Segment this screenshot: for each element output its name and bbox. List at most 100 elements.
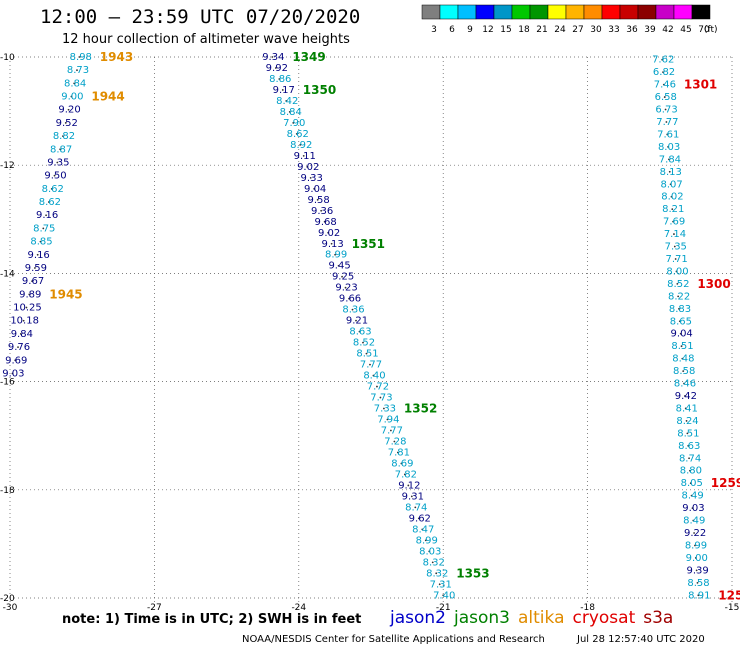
wave-height-value: 9.13 (321, 239, 343, 250)
wave-height-value: 9.35 (47, 157, 69, 168)
wave-height-value: 8.86 (269, 74, 291, 85)
wave-height-value: 9.03 (682, 503, 704, 514)
track-point (662, 71, 664, 74)
track-point (28, 293, 31, 296)
wave-height-value: 8.99 (416, 535, 438, 546)
wave-height-value: 9.66 (339, 294, 361, 305)
colorbar-label: 15 (500, 25, 511, 35)
track-point (365, 352, 368, 355)
track-point (64, 122, 67, 124)
wave-height-value: 9.84 (11, 329, 33, 340)
lon-tick-label: -30 (3, 603, 18, 613)
track-point (76, 69, 78, 72)
wave-height-value: 8.84 (64, 78, 86, 89)
track-point (56, 161, 59, 164)
satellite-legend: jason2 jason3 altika cryosat s3a (390, 608, 681, 628)
colorbar-label: 27 (572, 25, 583, 35)
track-point (438, 583, 441, 586)
wave-height-value: 7.46 (654, 80, 676, 91)
wave-height-value: 7.81 (388, 447, 410, 458)
wave-height-value: 9.17 (273, 85, 295, 96)
wave-height-value: 9.04 (671, 329, 693, 340)
lon-tick-label: -24 (291, 603, 306, 613)
track-point (369, 363, 371, 366)
pass-time-label: 1943 (100, 50, 133, 64)
track-point (323, 220, 326, 223)
colorbar-label: 33 (608, 25, 619, 35)
wave-height-value: 10.18 (10, 316, 39, 327)
track-point (410, 495, 413, 498)
wave-height-value: 8.21 (662, 204, 684, 215)
track-point (50, 187, 53, 190)
wave-height-value: 8.51 (356, 349, 378, 360)
wave-height-value: 7.90 (283, 118, 305, 129)
grid (9, 56, 733, 602)
wave-height-value: 9.00 (61, 92, 83, 103)
track-point (694, 557, 697, 559)
wave-height-value: 8.84 (280, 107, 302, 118)
track-point (330, 242, 333, 245)
track-point (396, 451, 399, 454)
colorbar-label: 24 (554, 25, 566, 35)
colorbar-swatch (619, 4, 639, 20)
track-point (327, 231, 330, 234)
wave-height-value: 8.98 (70, 52, 92, 63)
track-point (306, 165, 309, 168)
track-point (671, 208, 674, 211)
lon-tick-label: -18 (580, 603, 595, 613)
colorbar-swatch (637, 4, 657, 20)
wave-height-value: 9.89 (19, 289, 41, 300)
pass-time-label: 1351 (352, 237, 385, 251)
wave-height-value: 8.83 (669, 304, 691, 315)
track-point (678, 307, 680, 310)
wave-height-value: 7.62 (652, 55, 674, 66)
track-point (683, 395, 686, 397)
track-point (17, 346, 19, 349)
wave-height-value: 8.92 (290, 140, 312, 151)
wave-height-value: 8.48 (672, 354, 694, 365)
track-point (689, 469, 691, 472)
colorbar-swatch (601, 4, 621, 20)
colorbar-swatch (511, 4, 531, 20)
wave-height-value: 8.87 (50, 144, 72, 155)
track-point (48, 201, 50, 203)
colorbar-swatch (655, 4, 675, 20)
lon-tick-label: -15 (725, 603, 740, 613)
track-point (62, 135, 64, 138)
wave-height-value: 7.71 (666, 254, 688, 265)
track-point (288, 111, 291, 113)
wave-height-value: 7.94 (377, 415, 399, 426)
track-point (400, 462, 403, 465)
wave-height-value: 9.68 (315, 217, 337, 228)
wave-height-value: 8.49 (681, 491, 703, 502)
credit-timestamp: Jul 28 12:57:40 UTC 2020 (577, 634, 705, 645)
track-point (686, 432, 689, 435)
wave-height-value: 8.74 (679, 453, 701, 464)
track-point (683, 382, 685, 385)
colorbar-label: 9 (467, 25, 473, 35)
pass-time-label: 1259 (711, 476, 740, 490)
wave-height-value: 6.58 (655, 92, 677, 103)
track-point (689, 482, 692, 485)
wave-height-value: 7.69 (663, 217, 685, 228)
wave-height-value: 8.80 (680, 466, 702, 477)
wave-height-value: 8.65 (670, 316, 692, 327)
track-point (59, 148, 62, 151)
track-point (421, 528, 424, 531)
lat-tick-label: -12 (0, 161, 15, 171)
legend-cryosat: cryosat (572, 608, 636, 628)
wave-height-value: 7.61 (657, 129, 679, 140)
wave-height-value: 8.51 (671, 341, 693, 352)
wave-height-value: 8.74 (405, 502, 427, 513)
track-point (351, 308, 354, 311)
track-point (668, 170, 671, 173)
wave-height-value: 9.62 (409, 513, 431, 524)
colorbar-swatch (457, 4, 477, 20)
wave-height-value: 9.39 (686, 565, 708, 576)
track-point (670, 195, 673, 198)
legend-jason3: jason3 (454, 608, 510, 628)
colorbar-label: 70 (698, 25, 710, 35)
track-point (285, 100, 288, 102)
colorbar-swatch (475, 4, 495, 20)
colorbar-swatch (493, 4, 513, 20)
